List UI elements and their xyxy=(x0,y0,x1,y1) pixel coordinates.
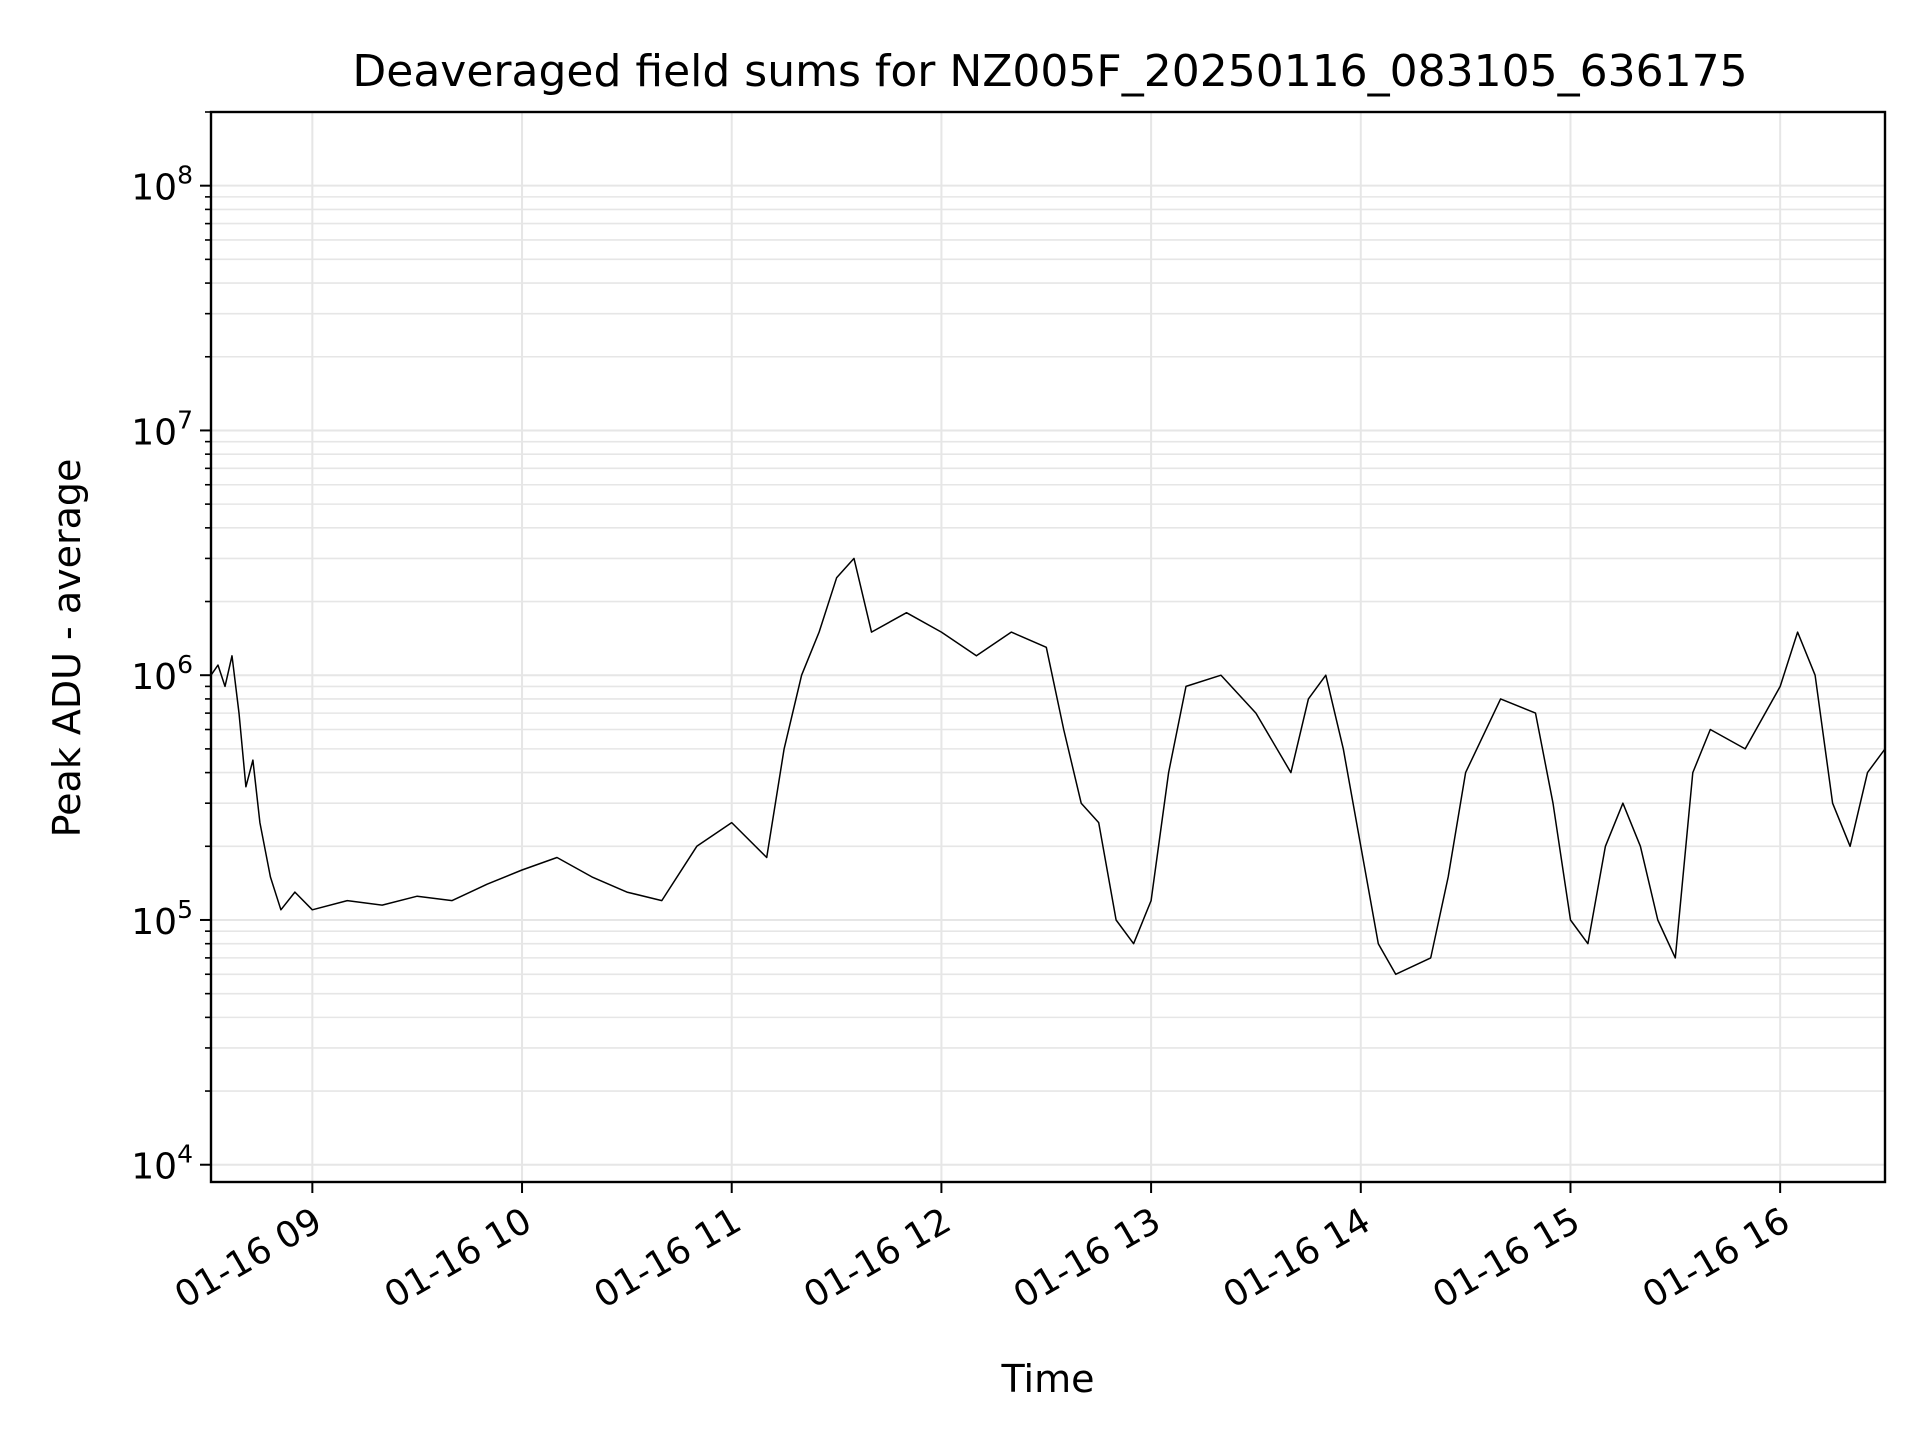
x-axis-label: Time xyxy=(1001,1357,1095,1401)
chart-title: Deaveraged field sums for NZ005F_2025011… xyxy=(352,46,1747,97)
y-tick-label: 107 xyxy=(131,405,193,453)
y-tick-label: 108 xyxy=(131,161,193,209)
y-axis-label: Peak ADU - average xyxy=(45,459,89,838)
plot-frame xyxy=(209,110,1887,1184)
y-tick-label: 104 xyxy=(131,1140,193,1188)
y-axis: 104 105 106 107 108 xyxy=(131,111,211,1188)
plot-area xyxy=(210,557,1886,976)
y-tick-label: 105 xyxy=(131,895,193,943)
series-line xyxy=(210,557,1886,976)
y-tick-label: 106 xyxy=(131,650,193,698)
